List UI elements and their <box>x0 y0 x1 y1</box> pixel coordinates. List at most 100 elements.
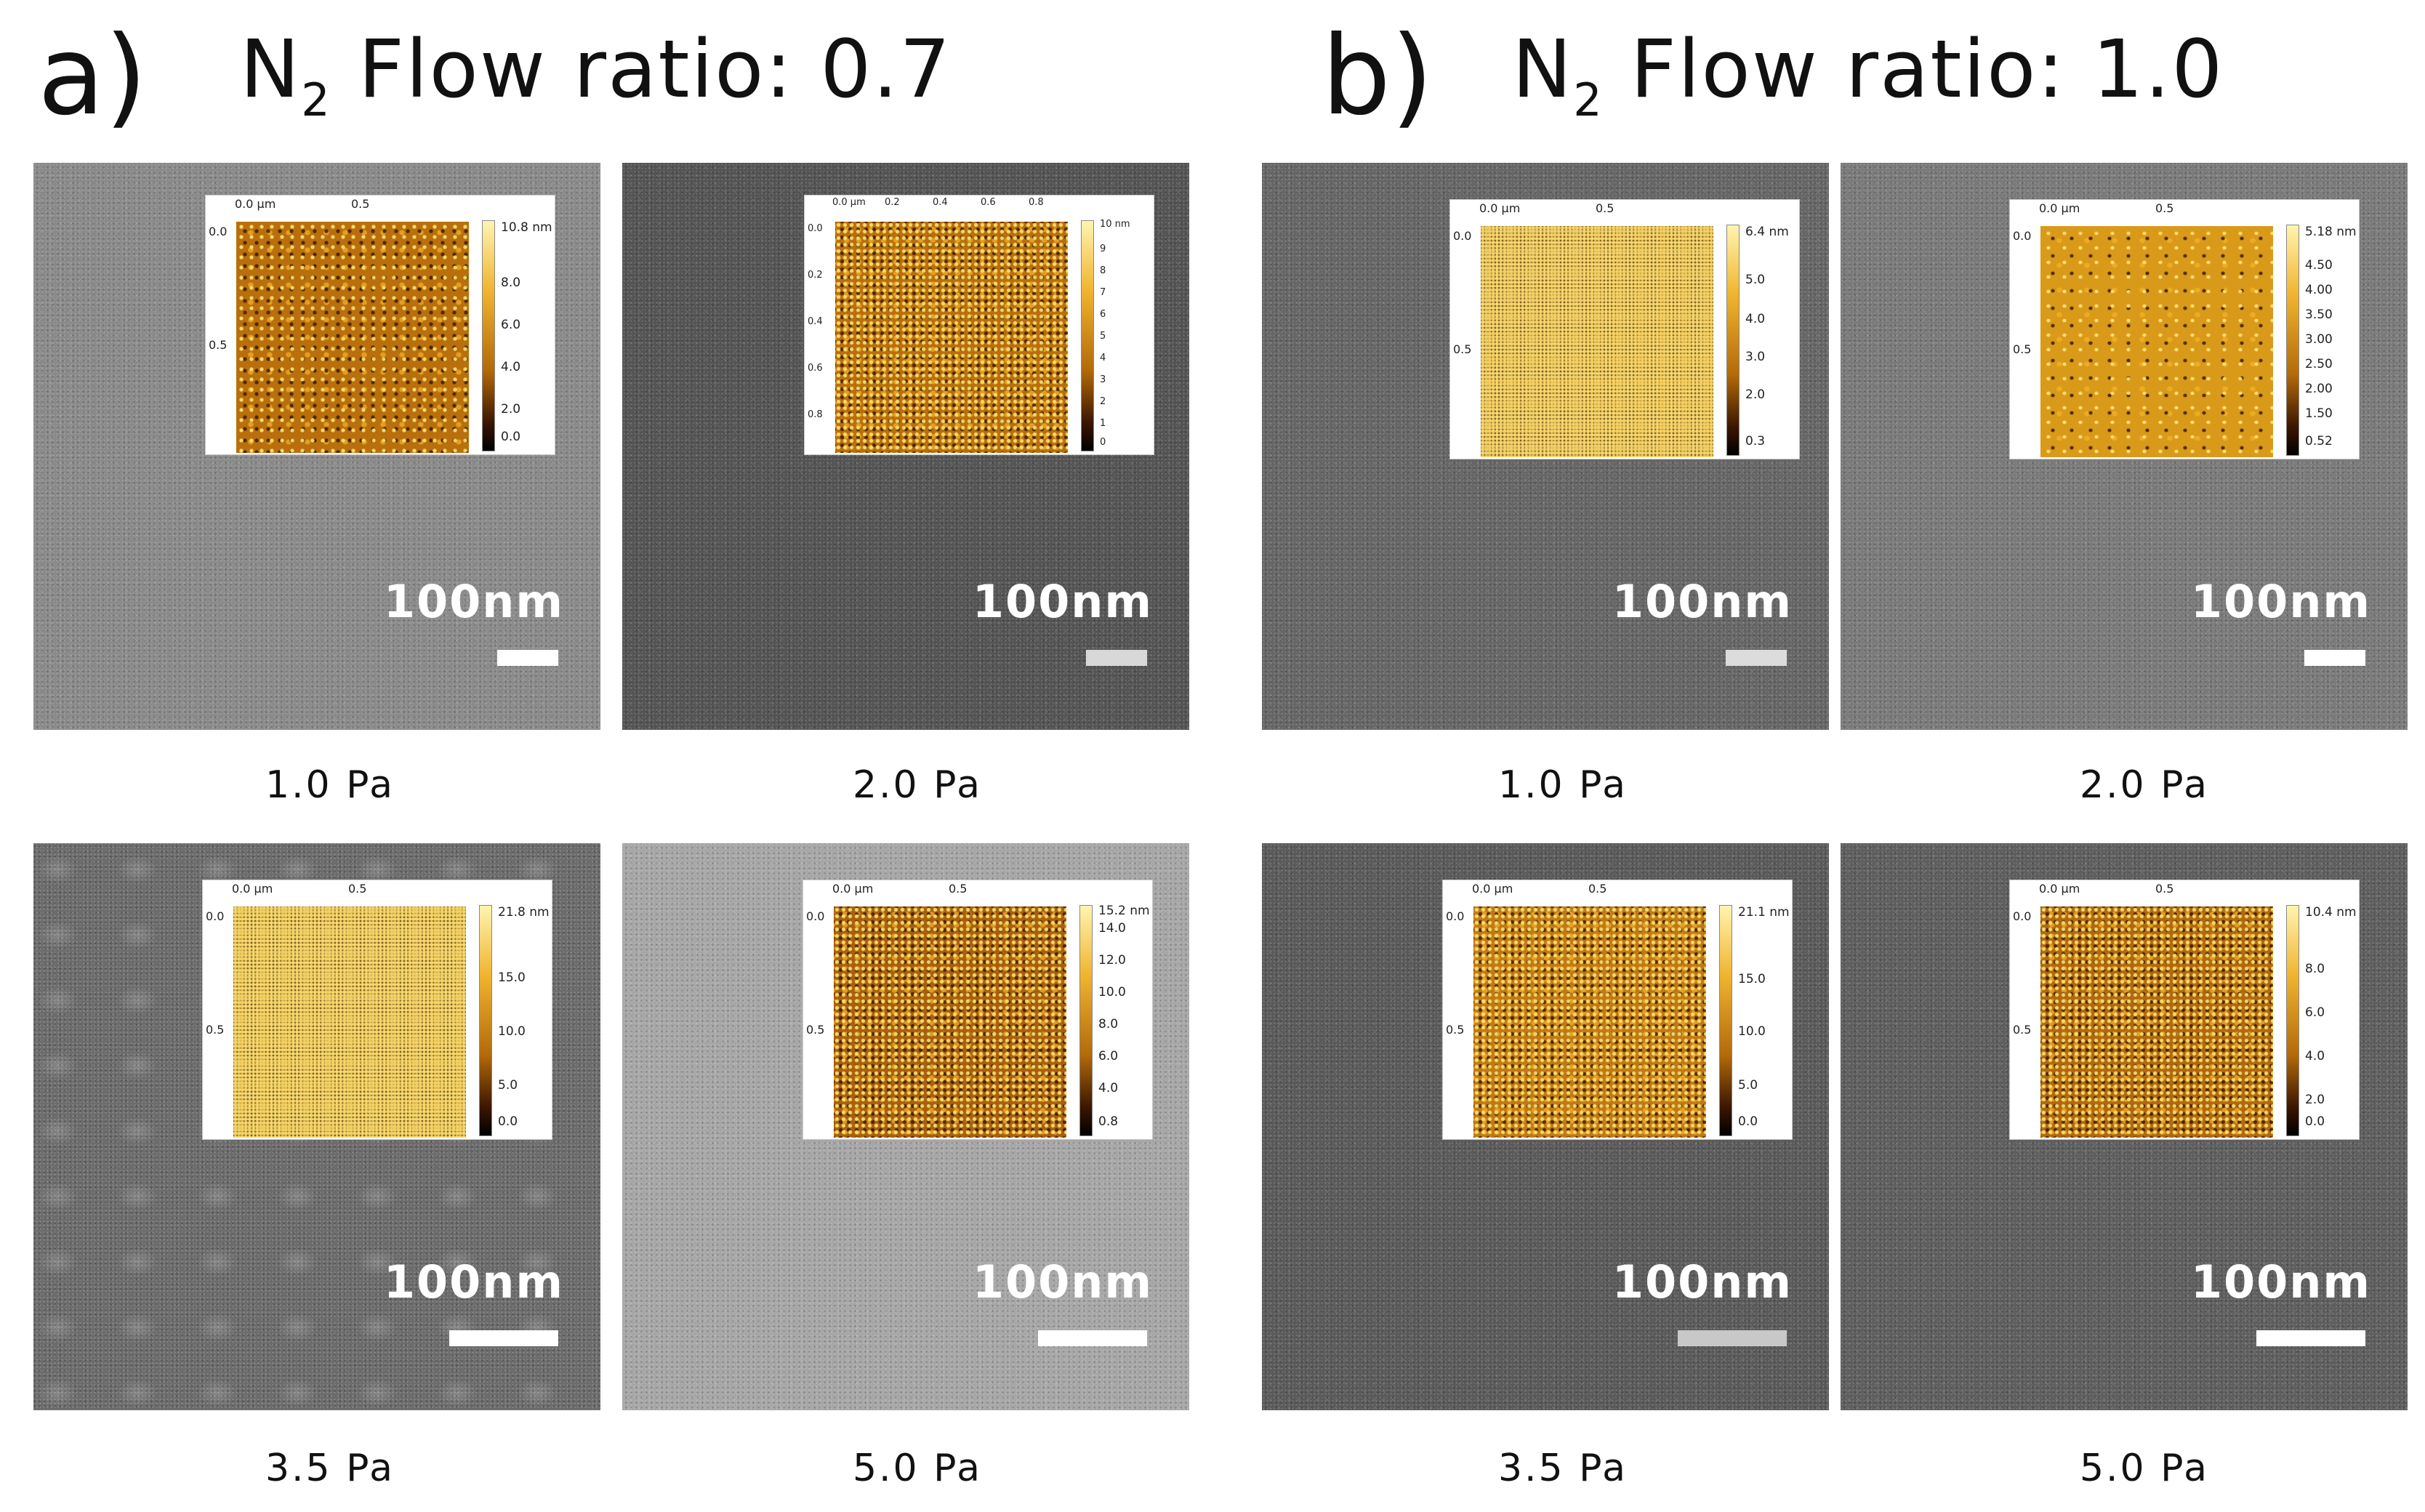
afm-colorbar <box>2286 225 2299 456</box>
pressure-label: 1.0 Pa <box>265 763 395 807</box>
afm-colorbar <box>1726 225 1740 456</box>
afm-cbar-tick: 4 <box>1100 353 1106 363</box>
afm-colorbar <box>2286 905 2299 1136</box>
afm-cbar-tick: 0.0 <box>1738 1114 1758 1129</box>
sem-image-a-2pa: 0.0 µm 0.2 0.4 0.6 0.8 0.0 0.2 0.4 0.6 0… <box>622 163 1189 730</box>
afm-left-tick: 0.5 <box>2013 342 2032 356</box>
afm-cbar-tick: 2.00 <box>2305 382 2333 396</box>
afm-inset: 0.0 µm 0.5 0.0 0.5 6.4 nm 5.0 4.0 3.0 2.… <box>1449 199 1800 459</box>
afm-height-map <box>834 906 1066 1138</box>
afm-cbar-tick: 0.8 <box>1098 1114 1119 1129</box>
afm-left-tick: 0.6 <box>808 363 823 374</box>
afm-left-tick: 0.0 <box>806 909 825 923</box>
afm-cbar-tick: 10 nm <box>1100 219 1130 230</box>
afm-cbar-tick: 0.0 <box>498 1114 518 1129</box>
afm-top-tick: 0.0 µm <box>235 197 276 211</box>
afm-inset: 0.0 µm 0.5 0.0 0.5 15.2 nm 14.0 12.0 10.… <box>803 880 1153 1140</box>
afm-top-tick: 0.5 <box>2155 201 2174 215</box>
afm-cbar-tick: 3 <box>1100 374 1106 385</box>
afm-left-tick: 0.5 <box>206 1023 225 1037</box>
pressure-label: 3.5 Pa <box>1497 1447 1628 1490</box>
afm-inset: 0.0 µm 0.5 0.0 0.5 21.8 nm 15.0 10.0 5.0… <box>202 880 552 1140</box>
afm-cbar-tick: 3.50 <box>2305 307 2333 322</box>
afm-inset: 0.0 µm 0.5 0.0 0.5 5.18 nm 4.50 4.00 3.5… <box>2009 199 2360 459</box>
afm-left-tick: 0.2 <box>808 270 823 281</box>
scale-bar-label: 100nm <box>972 575 1153 628</box>
scale-bar-label: 100nm <box>972 1255 1153 1308</box>
afm-cbar-tick: 8.0 <box>501 276 521 290</box>
afm-colorbar <box>1081 220 1094 451</box>
afm-cbar-tick: 5.0 <box>498 1078 518 1093</box>
afm-cbar-tick: 5.18 nm <box>2305 225 2357 239</box>
afm-cbar-tick: 4.0 <box>501 360 521 374</box>
afm-top-tick: 0.0 µm <box>2039 882 2080 896</box>
scale-bar <box>449 1330 558 1346</box>
afm-left-tick: 0.4 <box>808 316 823 327</box>
afm-cbar-tick: 21.8 nm <box>498 905 550 920</box>
afm-cbar-tick: 2.0 <box>2305 1093 2325 1107</box>
pressure-label: 5.0 Pa <box>2079 1447 2210 1490</box>
pressure-label: 5.0 Pa <box>852 1447 983 1490</box>
scale-bar <box>497 650 558 666</box>
afm-cbar-tick: 4.50 <box>2305 258 2333 273</box>
afm-cbar-tick: 10.0 <box>1738 1024 1766 1039</box>
afm-top-tick: 0.5 <box>1596 201 1614 215</box>
sem-image-b-2pa: 0.0 µm 0.5 0.0 0.5 5.18 nm 4.50 4.00 3.5… <box>1841 163 2408 730</box>
sem-image-a-5pa: 0.0 µm 0.5 0.0 0.5 15.2 nm 14.0 12.0 10.… <box>622 843 1189 1410</box>
afm-left-tick: 0.0 <box>808 223 823 234</box>
afm-cbar-tick: 4.0 <box>1745 312 1766 326</box>
afm-cbar-tick: 0.0 <box>2305 1114 2325 1129</box>
sem-image-a-1pa: 0.0 µm 0.5 0.0 0.5 10.8 nm 8.0 6.0 4.0 2… <box>33 163 600 730</box>
sem-image-b-5pa: 0.0 µm 0.5 0.0 0.5 10.4 nm 8.0 6.0 4.0 2… <box>1841 843 2408 1410</box>
afm-cbar-tick: 7 <box>1100 287 1106 298</box>
afm-height-map <box>1481 226 1713 457</box>
afm-cbar-tick: 4.00 <box>2305 283 2333 297</box>
afm-cbar-tick: 10.4 nm <box>2305 905 2357 920</box>
afm-cbar-tick: 10.8 nm <box>501 220 552 235</box>
afm-height-map <box>2040 906 2273 1138</box>
afm-colorbar <box>1719 905 1732 1136</box>
afm-height-map <box>2040 226 2273 457</box>
afm-cbar-tick: 1.50 <box>2305 406 2333 421</box>
afm-height-map <box>835 222 1068 453</box>
pressure-label: 1.0 Pa <box>1497 763 1628 807</box>
scale-bar-label: 100nm <box>2190 575 2371 628</box>
scale-bar <box>1726 650 1787 666</box>
scale-bar <box>2304 650 2365 666</box>
afm-cbar-tick: 0.0 <box>501 430 521 444</box>
scale-bar <box>1678 1330 1787 1346</box>
afm-inset: 0.0 µm 0.5 0.0 0.5 10.4 nm 8.0 6.0 4.0 2… <box>2009 880 2360 1140</box>
pressure-label: 3.5 Pa <box>265 1447 395 1490</box>
afm-cbar-tick: 0.52 <box>2305 434 2333 449</box>
afm-left-tick: 0.0 <box>206 909 225 923</box>
afm-cbar-tick: 3.00 <box>2305 332 2333 347</box>
afm-left-tick: 0.0 <box>209 225 228 238</box>
afm-top-tick: 0.2 <box>885 197 900 208</box>
afm-inset: 0.0 µm 0.5 0.0 0.5 10.8 nm 8.0 6.0 4.0 2… <box>205 195 555 455</box>
panel-b-title: N2 Flow ratio: 1.0 <box>1512 23 2224 126</box>
afm-cbar-tick: 4.0 <box>1098 1081 1119 1095</box>
afm-cbar-tick: 6.0 <box>501 318 521 332</box>
afm-cbar-tick: 6.0 <box>1098 1049 1119 1063</box>
afm-cbar-tick: 14.0 <box>1098 921 1126 936</box>
afm-left-tick: 0.0 <box>2013 909 2032 923</box>
afm-top-tick: 0.0 µm <box>232 882 273 896</box>
afm-cbar-tick: 6.0 <box>2305 1005 2325 1020</box>
afm-inset: 0.0 µm 0.2 0.4 0.6 0.8 0.0 0.2 0.4 0.6 0… <box>804 195 1154 455</box>
afm-cbar-tick: 5.0 <box>1745 273 1766 287</box>
afm-cbar-tick: 2.50 <box>2305 357 2333 371</box>
afm-cbar-tick: 15.0 <box>498 970 526 985</box>
afm-left-tick: 0.0 <box>2013 229 2032 243</box>
afm-top-tick: 0.5 <box>949 882 968 896</box>
afm-colorbar <box>1079 905 1093 1136</box>
afm-top-tick: 0.5 <box>348 882 367 896</box>
afm-cbar-tick: 15.0 <box>1738 972 1766 986</box>
afm-cbar-tick: 12.0 <box>1098 953 1126 968</box>
scale-bar-label: 100nm <box>1612 575 1793 628</box>
afm-height-map <box>236 222 469 453</box>
pressure-label: 2.0 Pa <box>2079 763 2210 807</box>
afm-cbar-tick: 6.4 nm <box>1745 225 1789 239</box>
afm-left-tick: 0.5 <box>806 1023 825 1037</box>
pressure-label: 2.0 Pa <box>852 763 983 807</box>
afm-top-tick: 0.5 <box>351 197 370 211</box>
